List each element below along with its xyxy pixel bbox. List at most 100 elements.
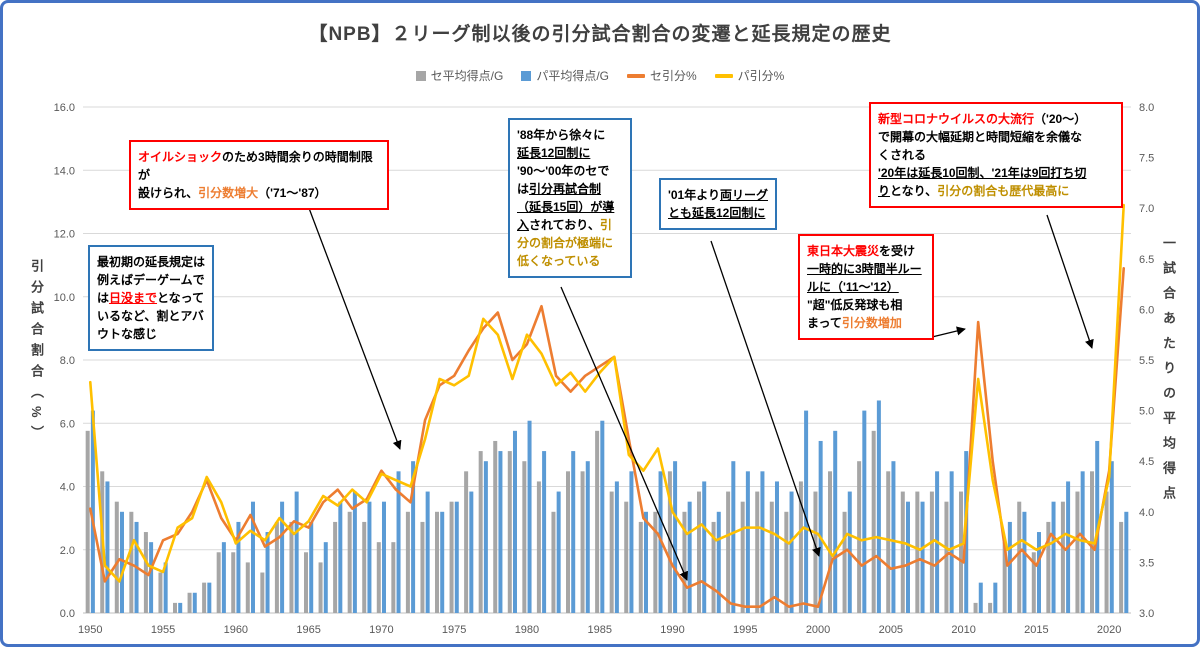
bar bbox=[833, 430, 838, 613]
bar bbox=[842, 511, 847, 613]
annotation-arrows-layer bbox=[300, 186, 1094, 581]
annotation-text: '01年より bbox=[668, 188, 720, 202]
arrow-oil-shock bbox=[300, 186, 402, 450]
left-axis-tick: 6.0 bbox=[60, 418, 75, 430]
annotation-oil-shock: オイルショックのため3時間余りの時間制限が 設けられ、引分数増大（'71～'87… bbox=[129, 140, 389, 210]
bar bbox=[425, 491, 430, 613]
arrow-covid bbox=[1046, 214, 1094, 349]
right-axis-tick: 5.0 bbox=[1139, 406, 1154, 418]
bar bbox=[862, 410, 867, 613]
bar bbox=[745, 471, 750, 613]
annotation-text: 引 分の割合が極端に 低くなっている bbox=[517, 218, 614, 268]
bar bbox=[789, 491, 794, 613]
bar bbox=[609, 491, 614, 613]
bar bbox=[216, 552, 221, 613]
annotation-text: となって いるなど、割とアバ ウトな感じ bbox=[97, 291, 205, 341]
bar bbox=[294, 491, 299, 613]
bar bbox=[1104, 491, 1109, 613]
line-swatch-icon bbox=[714, 73, 733, 78]
bar bbox=[493, 440, 498, 613]
x-axis-tick: 2005 bbox=[879, 624, 903, 636]
bar bbox=[221, 542, 226, 613]
bar bbox=[929, 491, 934, 613]
annotation-2001-ext12: '01年より両リーグ とも延長12回制に bbox=[659, 178, 777, 230]
bar bbox=[959, 491, 964, 613]
chart-title: 【NPB】２リーグ制以後の引分試合割合の変遷と延長規定の歴史 bbox=[308, 24, 892, 45]
bar bbox=[236, 521, 241, 613]
bar bbox=[556, 491, 561, 613]
bar bbox=[920, 501, 925, 613]
bar bbox=[202, 582, 207, 613]
left-axis-tick: 8.0 bbox=[60, 355, 75, 367]
bar bbox=[411, 461, 416, 613]
bar bbox=[318, 562, 323, 613]
bar bbox=[1007, 521, 1012, 613]
bar bbox=[697, 491, 702, 613]
bar bbox=[478, 451, 483, 613]
bar bbox=[711, 521, 716, 613]
bar bbox=[585, 461, 590, 613]
bar bbox=[527, 420, 532, 613]
bar bbox=[1051, 501, 1056, 613]
bar bbox=[600, 420, 605, 613]
bar bbox=[595, 430, 600, 613]
bar bbox=[498, 451, 503, 613]
bar bbox=[871, 430, 876, 613]
bar bbox=[105, 481, 110, 613]
bar bbox=[280, 501, 285, 613]
bar bbox=[891, 461, 896, 613]
arrow-earthquake bbox=[931, 326, 966, 338]
annotation-text: 引分再試合制 （延長15回）が導 入 bbox=[517, 182, 615, 232]
right-axis-tick: 3.0 bbox=[1139, 608, 1154, 620]
annotation-text: （'71～'87） bbox=[258, 186, 327, 200]
bar bbox=[667, 471, 672, 613]
x-axis-tick: 1960 bbox=[224, 624, 248, 636]
bar bbox=[988, 602, 993, 613]
bar bbox=[886, 471, 891, 613]
x-axis-tick: 1955 bbox=[151, 624, 175, 636]
bar bbox=[542, 451, 547, 613]
bar bbox=[85, 430, 90, 613]
bar bbox=[1017, 501, 1022, 613]
left-axis-tick: 4.0 bbox=[60, 482, 75, 494]
bar bbox=[512, 430, 517, 613]
bar bbox=[614, 481, 619, 613]
bar bbox=[638, 521, 643, 613]
bar bbox=[192, 592, 197, 613]
bar bbox=[716, 511, 721, 613]
annotation-text: 引分の割合も歴代最高に bbox=[937, 184, 1070, 198]
bar-swatch-icon bbox=[415, 70, 426, 81]
bar bbox=[1002, 542, 1007, 613]
left-axis-tick: 10.0 bbox=[54, 292, 75, 304]
bar bbox=[304, 552, 309, 613]
bar bbox=[381, 501, 386, 613]
x-axis-tick: 1995 bbox=[733, 624, 757, 636]
line-series bbox=[88, 203, 1126, 583]
line-series bbox=[88, 266, 1126, 608]
right-axis-title: 一試合あたりの平均得点 bbox=[1161, 236, 1176, 511]
bar bbox=[173, 602, 178, 613]
bar bbox=[828, 471, 833, 613]
bar bbox=[231, 552, 236, 613]
bar bbox=[629, 471, 634, 613]
bar bbox=[129, 511, 134, 613]
bar bbox=[265, 532, 270, 613]
annotation-text: オイルショック bbox=[138, 150, 223, 164]
legend-label: セ平均得点/G bbox=[430, 69, 504, 83]
bar bbox=[90, 410, 95, 613]
left-axis-tick: 2.0 bbox=[60, 545, 75, 557]
x-axis-tick: 2015 bbox=[1024, 624, 1048, 636]
bar bbox=[440, 511, 445, 613]
bar bbox=[1075, 491, 1080, 613]
bar bbox=[993, 582, 998, 613]
bar bbox=[1060, 501, 1065, 613]
x-axis-tick: 1970 bbox=[369, 624, 393, 636]
right-axis-tick: 4.5 bbox=[1139, 456, 1154, 468]
bar bbox=[483, 461, 488, 613]
bar bbox=[653, 511, 658, 613]
bar bbox=[905, 501, 910, 613]
bar bbox=[760, 471, 765, 613]
arrow-2001-rule bbox=[710, 240, 821, 557]
x-axis-tick: 1950 bbox=[78, 624, 102, 636]
bar bbox=[687, 501, 692, 613]
